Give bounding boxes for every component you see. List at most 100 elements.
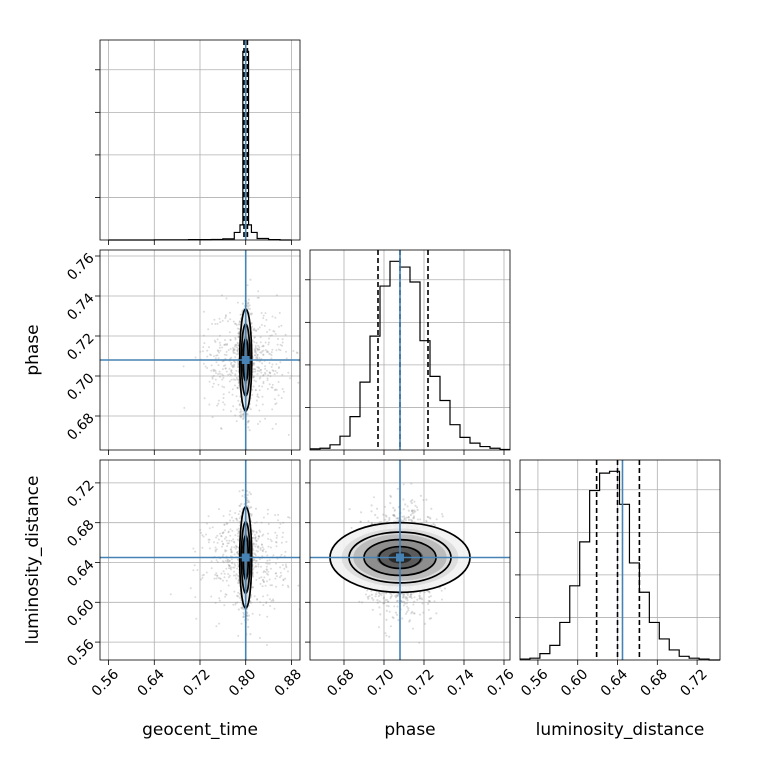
sample-point (253, 552, 256, 555)
sample-point (392, 514, 396, 517)
sample-point-tail (258, 326, 261, 329)
sample-point-tail (264, 365, 267, 368)
sample-point-tail (256, 395, 259, 398)
sample-point-tail (253, 336, 256, 339)
sample-point-tail (240, 313, 243, 316)
yticklabel-1-0-1: 0.70 (64, 370, 97, 403)
sample-point-tail (225, 344, 228, 346)
sample-point-tail (257, 535, 260, 538)
sample-point-tail (230, 369, 233, 372)
sample-point (392, 616, 395, 620)
sample-point-tail (219, 577, 221, 580)
sample-point-tail (262, 373, 265, 376)
sample-point-tail (229, 574, 231, 577)
sample-point-tail (207, 538, 210, 541)
sample-point-tail (232, 603, 235, 606)
sample-point-tail (236, 387, 239, 389)
sample-point-tail (265, 369, 268, 372)
sample-point (238, 414, 242, 417)
sample-point (237, 595, 240, 598)
sample-point-tail (231, 393, 234, 396)
sample-point-tail (252, 536, 255, 539)
sample-point-tail (241, 489, 244, 492)
sample-point-tail (264, 571, 267, 573)
sample-point-tail (202, 362, 205, 365)
sample-point-tail (235, 376, 238, 379)
sample-point-tail (232, 538, 235, 541)
sample-point-tail (265, 568, 268, 571)
sample-point-tail (219, 321, 222, 324)
sample-point-tail (260, 576, 263, 579)
sample-point-tail (271, 383, 274, 386)
sample-point-tail (194, 356, 197, 359)
sample-point (242, 416, 245, 419)
sample-point-tail (225, 567, 228, 570)
sample-point-tail (194, 596, 197, 599)
sample-point-tail (222, 579, 224, 582)
sample-point (240, 502, 243, 506)
sample-point-tail (237, 527, 240, 530)
sample-point-tail (214, 550, 217, 553)
sample-point (403, 602, 406, 605)
sample-point-tail (255, 530, 258, 533)
sample-point-tail (262, 548, 265, 551)
sample-point (237, 335, 240, 338)
sample-point (237, 379, 240, 382)
sample-point-tail (267, 343, 270, 346)
sample-point-tail (259, 336, 262, 339)
sample-point-tail (229, 347, 232, 350)
sample-point-tail (275, 363, 278, 366)
sample-point-tail (254, 521, 256, 524)
sample-point-tail (272, 554, 275, 557)
sample-point-tail (264, 372, 267, 375)
sample-point-tail (227, 530, 230, 533)
sample-point-tail (260, 543, 263, 546)
sample-point-tail (262, 382, 265, 385)
sample-point (235, 408, 238, 411)
sample-point-tail (221, 319, 224, 322)
sample-point-tail (261, 546, 264, 549)
sample-point (385, 609, 388, 612)
sample-point-tail (224, 364, 227, 367)
sample-point-tail (236, 387, 239, 390)
sample-point-tail (234, 512, 237, 514)
sample-point-tail (256, 598, 259, 601)
xticklabel-2-1-3: 0.74 (444, 666, 477, 699)
sample-point-tail (221, 385, 224, 388)
sample-point-tail (283, 567, 286, 570)
sample-point (410, 519, 413, 522)
sample-point-tail (271, 386, 274, 389)
sample-point (250, 313, 253, 316)
sample-point-tail (269, 538, 272, 541)
sample-point-tail (201, 546, 204, 549)
sample-point-tail (256, 571, 259, 574)
sample-point-tail (275, 294, 278, 297)
yticklabel-2-0-1: 0.60 (64, 597, 97, 630)
sample-point-tail (281, 373, 284, 376)
sample-point (247, 302, 250, 305)
sample-point-tail (234, 603, 237, 606)
sample-point-tail (282, 578, 285, 581)
sample-point (377, 595, 380, 598)
sample-point-tail (254, 554, 257, 557)
sample-point-tail (221, 532, 224, 535)
sample-point-tail (253, 558, 256, 561)
sample-point-tail (216, 561, 219, 563)
sample-point (389, 595, 392, 599)
sample-point-tail (259, 530, 262, 533)
sample-point-tail (223, 403, 226, 406)
sample-point-tail (201, 576, 204, 579)
sample-point-tail (235, 369, 238, 372)
sample-point-tail (258, 348, 261, 351)
sample-point-tail (269, 372, 272, 375)
sample-point-tail (262, 344, 265, 347)
truth-marker-1-0 (241, 356, 250, 364)
sample-point-tail (255, 399, 258, 402)
sample-point-tail (239, 411, 242, 414)
sample-point-tail (234, 374, 237, 377)
sample-point-tail (261, 578, 264, 581)
sample-point-tail (287, 371, 290, 374)
sample-point-tail (236, 349, 238, 352)
sample-point (404, 597, 407, 600)
sample-point-tail (257, 296, 260, 299)
